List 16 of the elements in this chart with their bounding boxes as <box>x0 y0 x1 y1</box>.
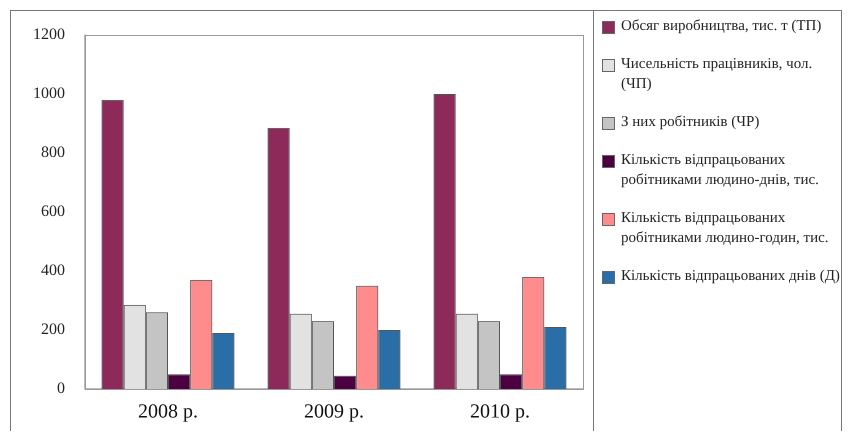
y-tick-label: 600 <box>41 203 65 220</box>
y-tick-label: 0 <box>57 380 65 398</box>
legend-label: З них робітників (ЧР) <box>621 113 760 132</box>
y-tick-label: 400 <box>41 262 65 280</box>
legend-label: Кількість відпрацьованих днів (Д) <box>621 267 840 286</box>
y-tick-label: 1000 <box>33 85 65 102</box>
x-tick-label: 2010 р. <box>470 400 530 422</box>
legend-label: Чисельність працівників, чол. (ЧП) <box>621 55 814 94</box>
x-tick-label: 2008 р. <box>138 400 198 422</box>
legend-label: Кількість відпрацьованих робітниками людино-годин, тис. <box>621 209 830 248</box>
y-tick-label: 800 <box>41 144 65 162</box>
y-tick-label: 1200 <box>33 26 65 44</box>
legend-label: Обсяг виробництва, тис. т (ТП) <box>621 17 822 36</box>
y-tick-label: 200 <box>41 321 65 338</box>
x-tick-label: 2009 р. <box>304 400 364 422</box>
legend-label: Кількість відпрацьованих робітниками людино-днів, тис. <box>621 151 820 190</box>
